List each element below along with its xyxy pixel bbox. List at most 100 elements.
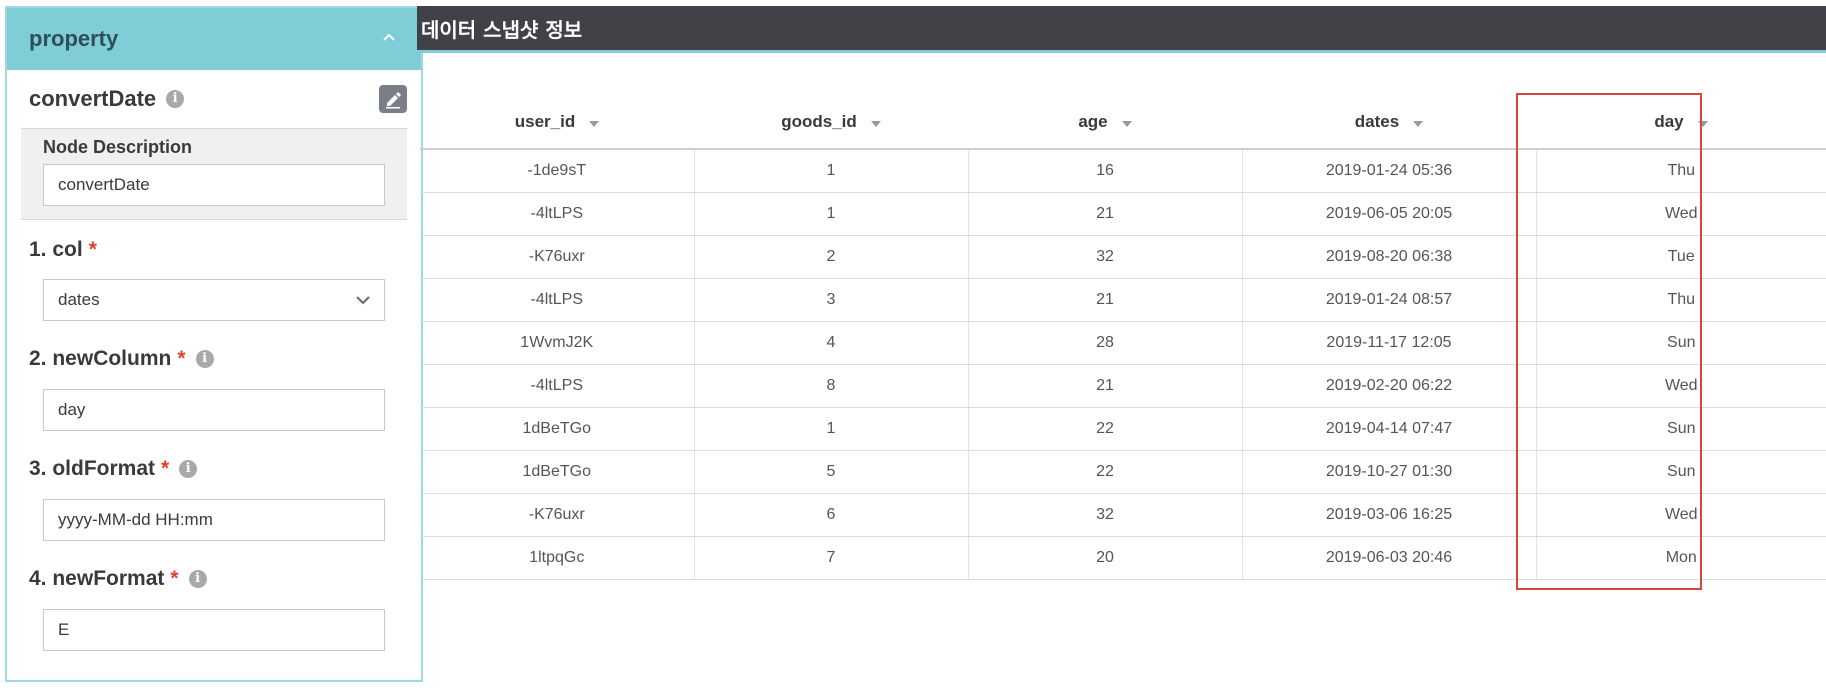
table-cell: 28 xyxy=(968,321,1243,365)
table-row: 1ltpqGc 7 20 2019-06-03 20:46 Mon xyxy=(420,536,1826,580)
table-cell: 2 xyxy=(694,235,969,279)
table-cell: 1dBeTGo xyxy=(420,407,695,451)
column-header-dates[interactable]: dates xyxy=(1242,96,1536,150)
table-cell: 2019-04-14 07:47 xyxy=(1242,407,1537,451)
table-cell: 1 xyxy=(694,149,969,193)
node-description-label: Node Description xyxy=(43,137,193,157)
table-row: -K76uxr 2 32 2019-08-20 06:38 Tue xyxy=(420,235,1826,279)
table-cell: -4ltLPS xyxy=(420,192,695,236)
table-cell: -K76uxr xyxy=(420,493,695,537)
edit-node-button[interactable] xyxy=(379,85,407,113)
table-cell: 1WvmJ2K xyxy=(420,321,695,365)
table-cell: -4ltLPS xyxy=(420,364,695,408)
column-header-day[interactable]: day xyxy=(1536,96,1826,150)
col-select[interactable]: dates xyxy=(43,279,385,321)
newcolumn-input[interactable]: day xyxy=(43,389,385,431)
node-name: convertDate i xyxy=(29,86,185,112)
table-row-partial xyxy=(420,579,1826,580)
column-header-label: goods_id xyxy=(781,111,857,131)
sort-down-icon[interactable] xyxy=(1121,112,1132,132)
table-row: -1de9sT 1 16 2019-01-24 05:36 Thu xyxy=(420,149,1826,193)
data-table: user_id goods_id age dates day -1de9sT 1 1… xyxy=(420,96,1826,580)
table-cell: 32 xyxy=(968,493,1243,537)
sort-down-icon[interactable] xyxy=(589,112,600,132)
table-cell: -1de9sT xyxy=(420,149,695,193)
table-cell: 21 xyxy=(968,364,1243,408)
table-cell: 2019-06-03 20:46 xyxy=(1242,536,1537,580)
table-cell: Wed xyxy=(1536,364,1826,408)
chevron-up-icon[interactable] xyxy=(383,33,395,45)
required-marker: * xyxy=(161,457,170,480)
newformat-value: E xyxy=(58,620,70,639)
field-newformat-label: 4. newFormat * i xyxy=(29,563,421,595)
required-marker: * xyxy=(177,347,186,370)
table-cell: Sun xyxy=(1536,407,1826,451)
sort-down-icon[interactable] xyxy=(870,112,881,132)
required-marker: * xyxy=(170,567,179,590)
field-oldformat-label: 3. oldFormat * i xyxy=(29,453,421,485)
table-header-row: user_id goods_id age dates day xyxy=(420,96,1826,150)
table-cell: 2019-08-20 06:38 xyxy=(1242,235,1537,279)
node-name-label: convertDate xyxy=(29,86,157,111)
data-table-wrap[interactable]: user_id goods_id age dates day -1de9sT 1 1… xyxy=(420,96,1826,580)
table-cell: 2019-01-24 05:36 xyxy=(1242,149,1537,193)
table-cell: 32 xyxy=(968,235,1243,279)
property-panel-header[interactable]: property xyxy=(7,8,421,70)
table-cell: 4 xyxy=(694,321,969,365)
field-newformat: 4. newFormat * i E xyxy=(7,563,421,651)
field-newformat-label-text: 4. newFormat xyxy=(29,567,165,590)
table-cell: Mon xyxy=(1536,536,1826,580)
column-header-label: day xyxy=(1654,111,1684,131)
sort-down-icon[interactable] xyxy=(1413,112,1424,132)
info-icon[interactable]: i xyxy=(166,90,185,108)
column-header-age[interactable]: age xyxy=(968,96,1242,150)
table-row: 1dBeTGo 1 22 2019-04-14 07:47 Sun xyxy=(420,407,1826,451)
oldformat-value: yyyy-MM-dd HH:mm xyxy=(58,510,213,529)
table-cell xyxy=(694,579,969,580)
table-cell: 21 xyxy=(968,278,1243,322)
table-cell: 16 xyxy=(968,149,1243,193)
table-row: -4ltLPS 1 21 2019-06-05 20:05 Wed xyxy=(420,192,1826,236)
table-cell: Tue xyxy=(1536,235,1826,279)
table-cell: 1 xyxy=(694,192,969,236)
oldformat-input[interactable]: yyyy-MM-dd HH:mm xyxy=(43,499,385,541)
info-icon[interactable]: i xyxy=(179,460,198,478)
table-cell xyxy=(1536,579,1826,580)
table-row: -K76uxr 6 32 2019-03-06 16:25 Wed xyxy=(420,493,1826,537)
table-row: -4ltLPS 3 21 2019-01-24 08:57 Thu xyxy=(420,278,1826,322)
table-cell: -4ltLPS xyxy=(420,278,695,322)
column-header-label: user_id xyxy=(514,111,576,131)
column-header-user-id[interactable]: user_id xyxy=(420,96,694,150)
table-cell: 2019-01-24 08:57 xyxy=(1242,278,1537,322)
table-cell: Wed xyxy=(1536,493,1826,537)
table-row: -4ltLPS 8 21 2019-02-20 06:22 Wed xyxy=(420,364,1826,408)
table-cell: 2019-10-27 01:30 xyxy=(1242,450,1537,494)
field-newcolumn-label: 2. newColumn * i xyxy=(29,343,421,375)
chevron-down-icon xyxy=(356,295,370,305)
table-cell: 1dBeTGo xyxy=(420,450,695,494)
field-col: 1. col * dates xyxy=(7,234,421,321)
sort-down-icon[interactable] xyxy=(1697,112,1708,132)
field-col-label-text: 1. col xyxy=(29,238,83,261)
field-col-label: 1. col * xyxy=(29,234,421,266)
table-row: 1dBeTGo 5 22 2019-10-27 01:30 Sun xyxy=(420,450,1826,494)
table-cell: Wed xyxy=(1536,192,1826,236)
pencil-icon xyxy=(386,92,401,109)
table-cell: 2019-11-17 12:05 xyxy=(1242,321,1537,365)
table-cell: Thu xyxy=(1536,278,1826,322)
node-description-input[interactable]: convertDate xyxy=(43,164,385,206)
table-cell: 2019-06-05 20:05 xyxy=(1242,192,1537,236)
newformat-input[interactable]: E xyxy=(43,609,385,651)
field-oldformat-label-text: 3. oldFormat xyxy=(29,457,156,480)
info-icon[interactable]: i xyxy=(188,570,207,588)
column-header-goods-id[interactable]: goods_id xyxy=(694,96,968,150)
table-cell: 1 xyxy=(694,407,969,451)
node-description-section: Node Description convertDate xyxy=(21,128,407,220)
field-oldformat: 3. oldFormat * i yyyy-MM-dd HH:mm xyxy=(7,453,421,541)
field-newcolumn-label-text: 2. newColumn xyxy=(29,347,172,370)
table-cell xyxy=(1242,579,1537,580)
data-snapshot-header: 데이터 스냅샷 정보 xyxy=(417,6,1826,53)
panel-title: property xyxy=(29,26,119,51)
newcolumn-value: day xyxy=(58,400,86,419)
info-icon[interactable]: i xyxy=(195,350,214,368)
